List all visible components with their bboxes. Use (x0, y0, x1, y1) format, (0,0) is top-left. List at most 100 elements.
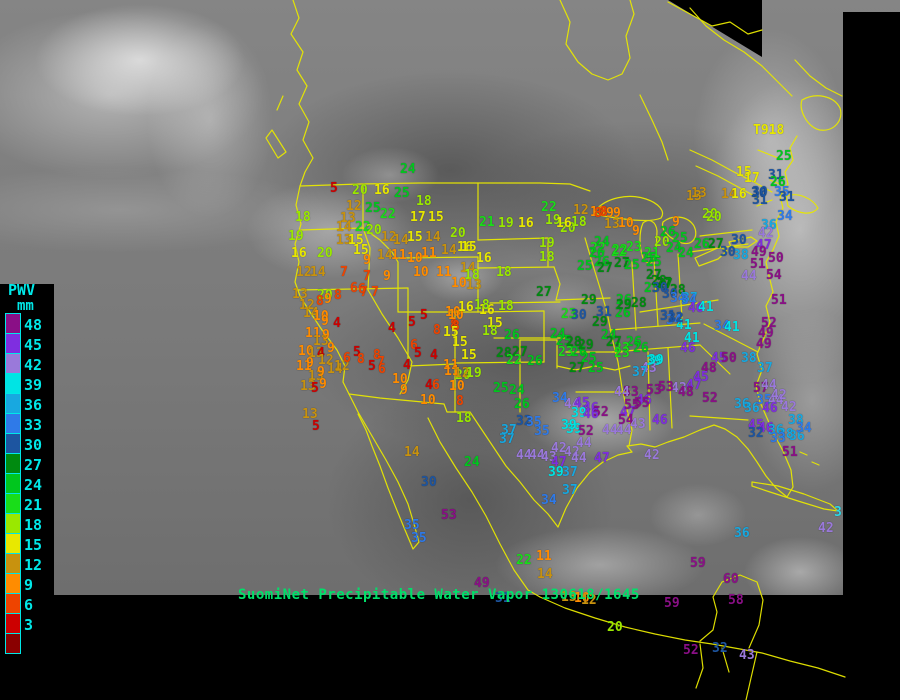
station-value: 18 (496, 265, 512, 280)
station-value: 16 (457, 240, 473, 255)
station-value: 50 (768, 251, 784, 266)
station-value: 24 (400, 162, 416, 177)
station-value: 18 (571, 215, 587, 230)
station-value: 31 (660, 309, 676, 324)
station-value: 47 (686, 378, 702, 393)
station-value: 19 (288, 229, 304, 244)
station-value: 5 (420, 308, 428, 323)
station-value: 10 (445, 305, 461, 320)
station-value: 25 (365, 201, 381, 216)
station-value: 22 (611, 245, 627, 260)
station-value: 13 (466, 278, 482, 293)
station-value: 9 (400, 383, 408, 398)
station-value: 37 (562, 465, 578, 480)
station-value: 18 (456, 411, 472, 426)
station-value: 9 (672, 215, 680, 230)
station-value: 27 (606, 335, 622, 350)
station-value: 23 (614, 346, 630, 361)
station-value: 36 (768, 423, 784, 438)
station-value: 11 (443, 358, 459, 373)
station-value: 13 (561, 590, 577, 605)
station-value: 14 (310, 265, 326, 280)
station-value: 9 (363, 253, 371, 268)
station-value: 19 (498, 216, 514, 231)
station-value: 28 (651, 274, 667, 289)
station-value: 26 (616, 293, 632, 308)
station-value: 9 (632, 224, 640, 239)
station-value: 35 (404, 518, 420, 533)
station-value: 44 (761, 378, 777, 393)
station-value: 24 (509, 383, 525, 398)
station-value: 22 (612, 243, 628, 258)
station-value: 30 (720, 245, 736, 260)
station-value: 20 (560, 221, 576, 236)
st-lawrence-north (689, 149, 773, 193)
station-value: 55 (624, 398, 640, 413)
station-value: 43 (541, 450, 557, 465)
station-value: 36 (789, 429, 805, 444)
yucatan-outline (699, 574, 764, 649)
station-value: 46 (688, 301, 704, 316)
station-value: 43 (630, 417, 646, 432)
mexico-west-coast (427, 417, 541, 598)
station-value: 27 (657, 277, 673, 292)
station-value: 44 (576, 436, 592, 451)
gulf-and-east-coast (557, 135, 798, 528)
legend-swatch-27 (5, 453, 21, 474)
station-value: 14 (327, 362, 343, 377)
station-value: 48 (678, 385, 694, 400)
station-value: 53 (658, 380, 674, 395)
station-value: 37 (562, 483, 578, 498)
station-value: 25 (588, 361, 604, 376)
station-value: 49 (756, 337, 772, 352)
station-value: 19 (539, 236, 555, 251)
station-value: 5 (353, 345, 361, 360)
legend-swatch-45 (5, 333, 21, 354)
station-value: 57 (753, 381, 769, 396)
bahamas2 (811, 461, 820, 466)
station-value: 30 (752, 185, 768, 200)
station-value: 8 (334, 288, 342, 303)
station-value: 42 (564, 445, 580, 460)
station-value: 44 (516, 448, 532, 463)
legend-label-6: 6 (24, 596, 34, 614)
legend-label-12: 12 (24, 556, 43, 574)
station-value: 44 (768, 393, 784, 408)
station-value: 6 (432, 378, 440, 393)
station-value: 26 (504, 328, 520, 343)
station-value: 49 (474, 576, 490, 591)
station-value: 29 (616, 298, 632, 313)
station-value: 8 (456, 394, 464, 409)
station-value: 25 (644, 281, 660, 296)
station-value: 8 (316, 294, 324, 309)
station-value: 7 (371, 285, 379, 300)
station-value: 48 (701, 361, 717, 376)
station-value: 44 (741, 269, 757, 284)
station-value: 20 (317, 288, 333, 303)
caption-product: SuomiNet Precipitable Water Vapor (238, 587, 533, 603)
station-value: 14 (537, 567, 553, 582)
us-mexico-border (348, 393, 559, 528)
station-value: 20 (352, 183, 368, 198)
station-value: 15 (461, 240, 477, 255)
station-value: 22 (590, 241, 606, 256)
station-value: 8 (357, 352, 365, 367)
station-value: 10 (392, 372, 408, 387)
station-value: 26 (694, 237, 710, 252)
legend-label-24: 24 (24, 476, 43, 494)
station-value: 47 (756, 238, 772, 253)
station-value: 41 (698, 300, 714, 315)
station-value: 11 (421, 246, 437, 261)
station-value: 5 (408, 315, 416, 330)
station-value: 14 (441, 243, 457, 258)
station-value: 7 (340, 265, 348, 280)
station-value: 30 (751, 186, 767, 201)
station-value: 31 (752, 193, 768, 208)
station-value: 13 (686, 189, 702, 204)
station-value: 6 (378, 362, 386, 377)
station-value: 43 (739, 648, 755, 663)
station-value: 7 (360, 285, 368, 300)
station-value: 58 (728, 593, 744, 608)
station-value: 25 (641, 251, 657, 266)
station-value: 14 (721, 187, 737, 202)
